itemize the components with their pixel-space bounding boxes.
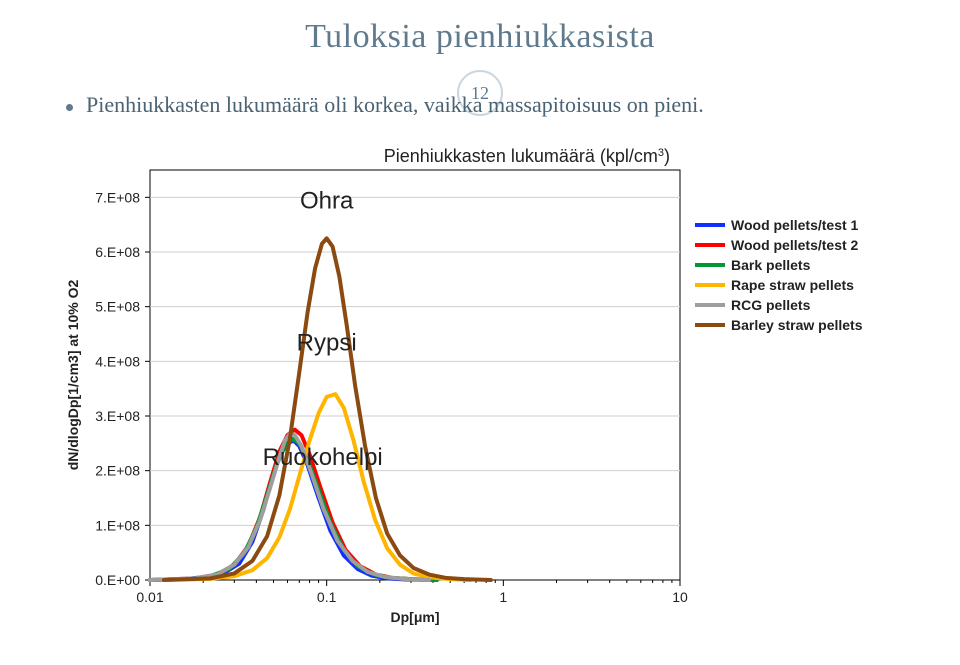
y-tick-label: 6.E+08 (95, 244, 140, 260)
series-barley (164, 238, 491, 580)
legend-label: Rape straw pellets (731, 277, 854, 293)
x-tick-label: 1 (499, 589, 507, 605)
y-axis-title: dN/dlogDp[1/cm3] at 10% O2 (65, 279, 81, 470)
y-tick-label: 4.E+08 (95, 353, 140, 369)
legend-label: RCG pellets (731, 297, 811, 313)
legend-label: Wood pellets/test 2 (731, 237, 859, 253)
page-title: Tuloksia pienhiukkasista (0, 18, 960, 56)
legend-label: Barley straw pellets (731, 317, 863, 333)
x-tick-label: 10 (672, 589, 688, 605)
x-tick-label: 0.1 (317, 589, 337, 605)
annotation: Ruokohelpi (263, 444, 383, 471)
legend-label: Bark pellets (731, 257, 811, 273)
y-tick-label: 0.E+00 (95, 572, 140, 588)
chart-title: Pienhiukkasten lukumäärä (kpl/cm3) (384, 146, 670, 166)
y-tick-label: 2.E+08 (95, 463, 140, 479)
annotation: Ohra (300, 187, 354, 214)
legend-label: Wood pellets/test 1 (731, 217, 859, 233)
bullet-icon (66, 104, 73, 111)
y-tick-label: 5.E+08 (95, 299, 140, 315)
y-tick-label: 7.E+08 (95, 189, 140, 205)
page-root: Tuloksia pienhiukkasista 12 Pienhiukkast… (0, 0, 960, 665)
annotation: Rypsi (297, 329, 357, 356)
y-tick-label: 3.E+08 (95, 408, 140, 424)
page-subtitle: Pienhiukkasten lukumäärä oli korkea, vai… (86, 92, 704, 118)
y-tick-label: 1.E+08 (95, 517, 140, 533)
x-tick-label: 0.01 (136, 589, 163, 605)
line-chart: 0.E+00 1.E+08 2.E+08 3.E+08 4.E+08 5.E+08 6.E+… (40, 140, 920, 630)
chart-container: 0.E+00 1.E+08 2.E+08 3.E+08 4.E+08 5.E+08 6.E+… (40, 140, 920, 640)
x-axis-title: Dp[μm] (391, 609, 440, 625)
